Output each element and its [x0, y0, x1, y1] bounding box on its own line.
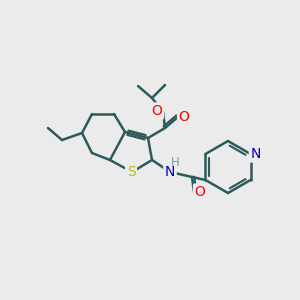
Text: O: O: [152, 104, 162, 118]
Text: N: N: [250, 147, 261, 161]
Text: O: O: [195, 185, 206, 199]
Text: N: N: [165, 165, 175, 179]
Text: S: S: [127, 165, 135, 179]
Text: O: O: [178, 110, 189, 124]
Text: H: H: [171, 157, 179, 169]
